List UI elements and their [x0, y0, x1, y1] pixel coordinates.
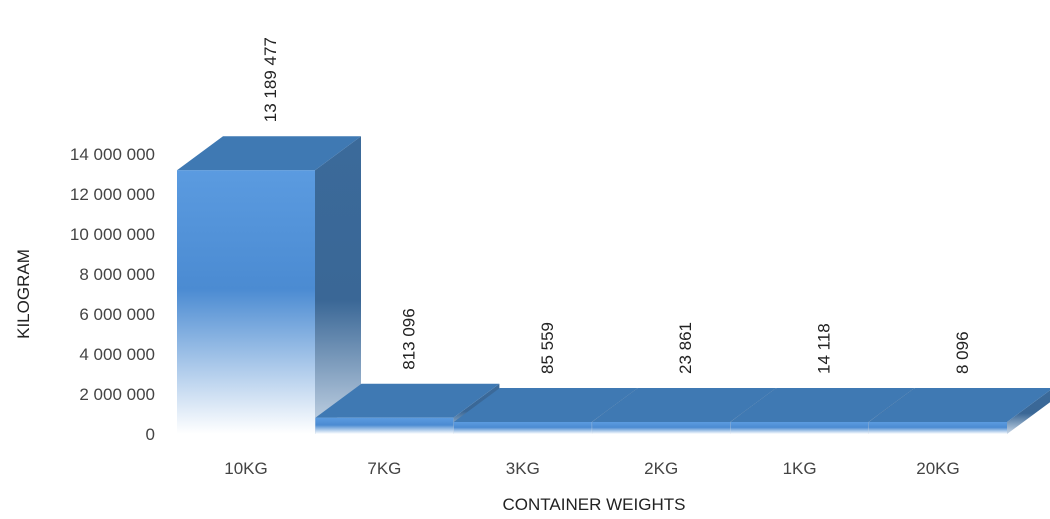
data-label: 813 096 — [399, 308, 418, 369]
bar — [177, 136, 361, 434]
y-tick-label: 2 000 000 — [79, 385, 155, 404]
bar-front — [592, 422, 730, 434]
data-labels: 13 189 477 813 096 85 559 23 861 14 118 8 096 — [261, 37, 972, 374]
bars — [177, 136, 1050, 434]
data-label: 14 118 — [815, 323, 834, 374]
y-tick-label: 0 — [146, 425, 155, 444]
bar-front — [869, 422, 1007, 434]
bar-front — [454, 422, 592, 434]
data-label: 23 861 — [676, 322, 695, 374]
x-axis-label: CONTAINER WEIGHTS — [503, 495, 686, 514]
x-tick-label: 1KG — [783, 459, 817, 478]
bar-front — [315, 418, 453, 434]
y-tick-label: 10 000 000 — [70, 225, 155, 244]
x-axis-ticks: 10KG 7KG 3KG 2KG 1KG 20KG — [224, 459, 959, 478]
y-axis-ticks: 0 2 000 000 4 000 000 6 000 000 8 000 000 10 … — [70, 145, 155, 444]
x-tick-label: 20KG — [916, 459, 959, 478]
bar-front — [177, 170, 315, 434]
data-label: 85 559 — [538, 322, 557, 374]
y-tick-label: 8 000 000 — [79, 265, 155, 284]
x-tick-label: 7KG — [367, 459, 401, 478]
data-label: 8 096 — [953, 331, 972, 374]
data-label: 13 189 477 — [261, 37, 280, 122]
y-axis-label: KILOGRAM — [14, 249, 33, 339]
bar-front — [731, 422, 869, 434]
y-tick-label: 6 000 000 — [79, 305, 155, 324]
x-tick-label: 2KG — [644, 459, 678, 478]
y-tick-label: 12 000 000 — [70, 185, 155, 204]
x-tick-label: 10KG — [224, 459, 267, 478]
y-tick-label: 4 000 000 — [79, 345, 155, 364]
x-tick-label: 3KG — [506, 459, 540, 478]
y-tick-label: 14 000 000 — [70, 145, 155, 164]
